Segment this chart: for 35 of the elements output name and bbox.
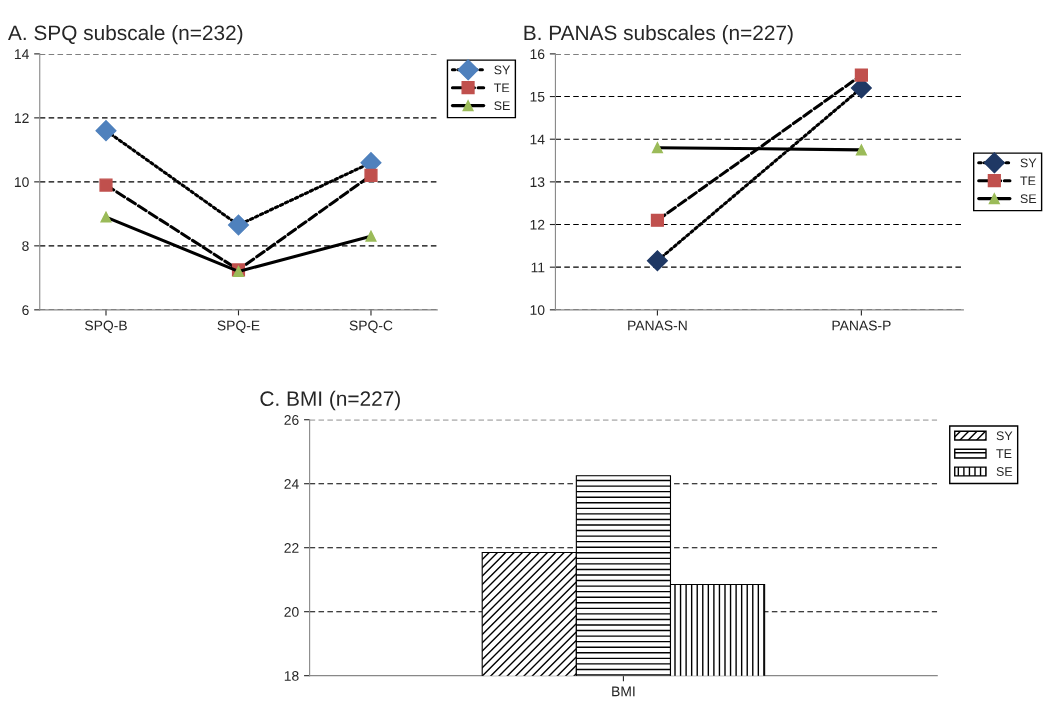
y-tick-label: 16 xyxy=(530,49,545,60)
legend-label: TE xyxy=(996,449,1012,458)
y-tick-label: 14 xyxy=(530,134,545,145)
legend-label: SY xyxy=(996,431,1013,441)
y-tick-label: 22 xyxy=(284,543,299,553)
y-tick-label: 26 xyxy=(284,415,299,425)
legend-label: SE xyxy=(494,101,510,111)
legend-label: TE xyxy=(1020,176,1036,186)
legend-label: SY xyxy=(494,65,511,75)
x-tick-label: BMI xyxy=(612,686,635,697)
y-tick-label: 11 xyxy=(531,262,545,273)
chart-title: C. BMI (n=227) xyxy=(260,390,400,411)
x-tick-label: SPQ-E xyxy=(217,320,260,333)
y-tick-label: 12 xyxy=(530,219,545,230)
chart-title: B. PANAS subscales (n=227) xyxy=(524,24,793,45)
y-tick-label: 10 xyxy=(530,305,545,315)
legend-label: SE xyxy=(996,467,1013,476)
y-tick-label: 8 xyxy=(22,241,29,252)
y-tick-label: 6 xyxy=(22,305,29,315)
legend-label: SE xyxy=(1020,194,1037,204)
y-tick-label: 24 xyxy=(284,479,299,489)
y-tick-label: 20 xyxy=(284,607,299,617)
chart-title: A. SPQ subscale (n=232) xyxy=(7,24,243,45)
legend-label: TE xyxy=(493,83,510,93)
y-tick-label: 18 xyxy=(284,671,299,681)
x-tick-label: SPQ-B xyxy=(85,320,127,333)
x-tick-label: SPQ-C xyxy=(349,320,393,333)
y-tick-label: 13 xyxy=(530,177,545,188)
x-tick-label: PANAS-P xyxy=(832,320,891,331)
y-tick-label: 10 xyxy=(14,177,29,188)
y-tick-label: 15 xyxy=(530,92,545,102)
x-tick-label: PANAS-N xyxy=(628,320,687,331)
legend-label: SY xyxy=(1020,158,1037,168)
y-tick-label: 12 xyxy=(14,113,29,123)
y-tick-label: 14 xyxy=(14,49,29,59)
